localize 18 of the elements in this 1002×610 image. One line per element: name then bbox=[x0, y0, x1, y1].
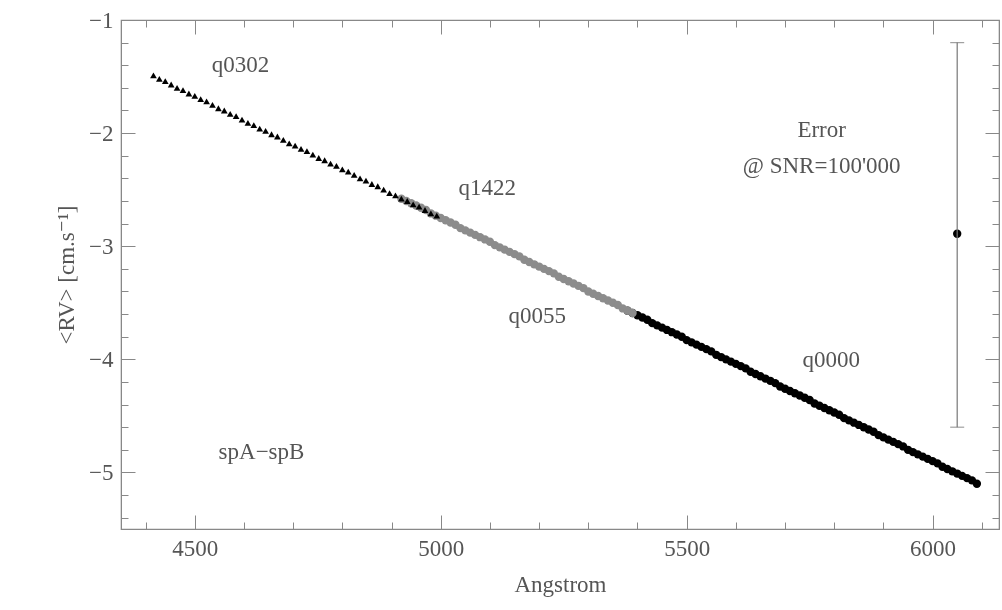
x-tick-label: 4500 bbox=[172, 535, 219, 561]
y-tick-label: −5 bbox=[89, 459, 114, 485]
annotation: q0000 bbox=[802, 347, 861, 373]
y-tick-label: −4 bbox=[89, 346, 114, 372]
annotation: q0055 bbox=[508, 303, 566, 329]
annotation: Error bbox=[797, 116, 847, 142]
y-tick-label: −3 bbox=[89, 233, 114, 259]
y-axis-title: <RV> [cm.s⁻¹] bbox=[54, 205, 80, 345]
annotation: @ SNR=100'000 bbox=[742, 153, 901, 179]
y-tick-label: −2 bbox=[89, 120, 114, 146]
annotation: q0302 bbox=[211, 51, 270, 77]
x-tick-label: 5500 bbox=[664, 535, 711, 561]
x-axis-title: Angstrom bbox=[514, 571, 607, 597]
x-tick-label: 5000 bbox=[418, 535, 465, 561]
x-tick-label: 6000 bbox=[910, 535, 957, 561]
annotation: q1422 bbox=[458, 174, 516, 200]
annotation: spA−spB bbox=[218, 439, 305, 465]
y-tick-label: −1 bbox=[89, 7, 114, 33]
